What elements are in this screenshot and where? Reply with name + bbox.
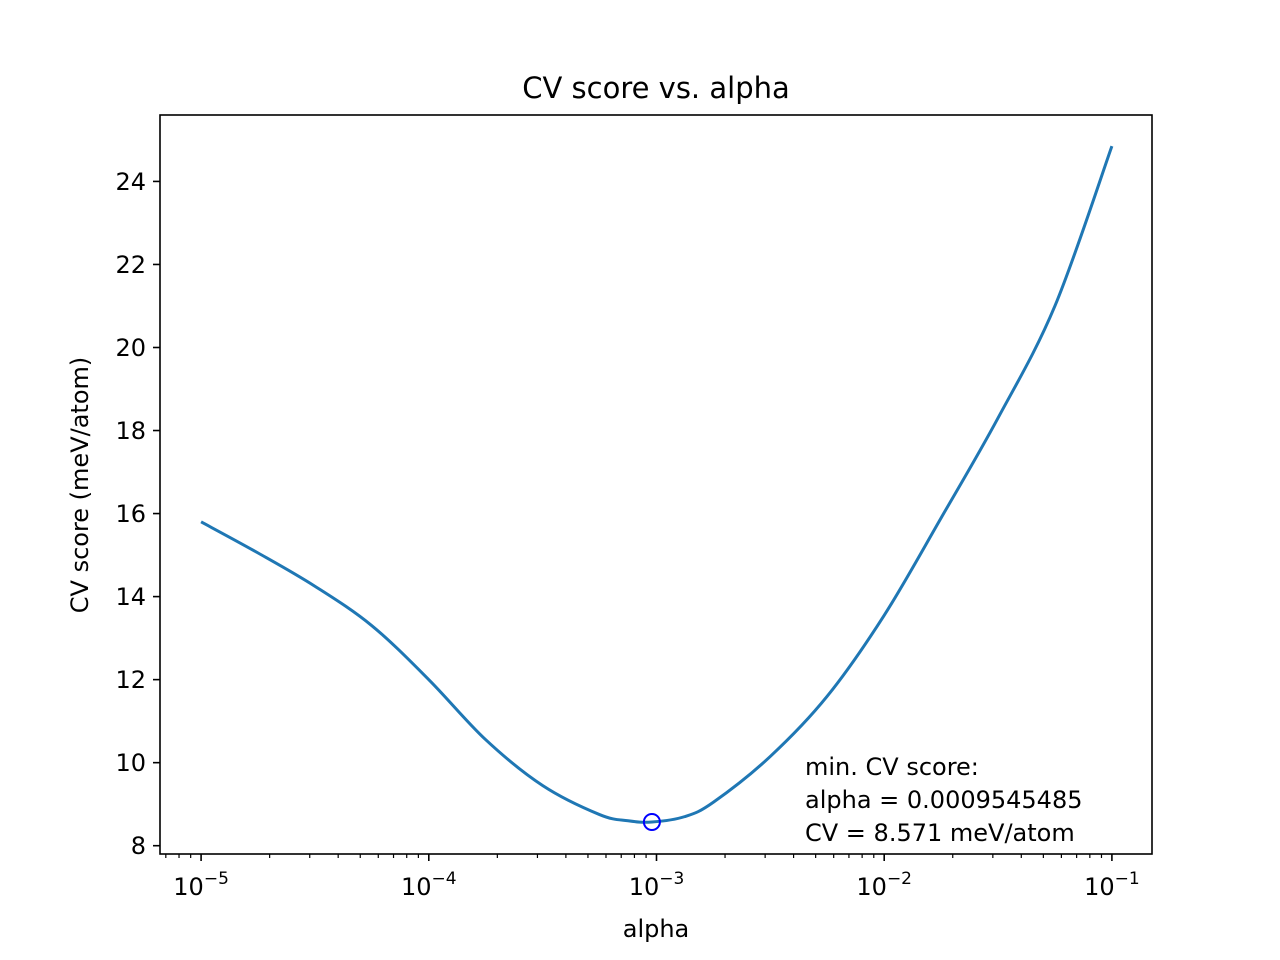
annotation-line-3: CV = 8.571 meV/atom [805,819,1075,847]
x-tick-label-4: 10−1 [1084,869,1140,901]
x-tick-label-2: 10−3 [629,869,685,901]
x-axis-label: alpha [623,915,690,943]
annotation-line-1: min. CV score: [805,753,979,781]
y-axis-label: CV score (meV/atom) [66,357,94,613]
y-tick-label-4: 16 [115,500,146,528]
annotation-box: min. CV score: alpha = 0.0009545485 CV =… [805,753,1083,847]
y-tick-label-3: 14 [115,583,146,611]
y-tick-label-7: 22 [115,251,146,279]
x-tick-label-3: 10−2 [856,869,912,901]
x-tick-label-1: 10−4 [401,869,457,901]
x-axis: 10−5 10−4 10−3 10−2 10−1 [165,854,1140,901]
annotation-line-2: alpha = 0.0009545485 [805,786,1083,814]
y-tick-label-8: 24 [115,168,146,196]
y-tick-label-2: 12 [115,666,146,694]
minimum-marker [642,812,661,831]
plot-area [200,145,1114,831]
x-tick-label-0: 10−5 [173,869,229,901]
y-tick-label-1: 10 [115,749,146,777]
chart-title: CV score vs. alpha [522,71,790,105]
y-tick-label-5: 18 [115,417,146,445]
y-tick-label-6: 20 [115,334,146,362]
series-line-0 [200,145,1114,824]
y-tick-label-0: 8 [131,832,146,860]
y-axis: 8 10 12 14 16 18 20 22 24 [115,168,160,860]
